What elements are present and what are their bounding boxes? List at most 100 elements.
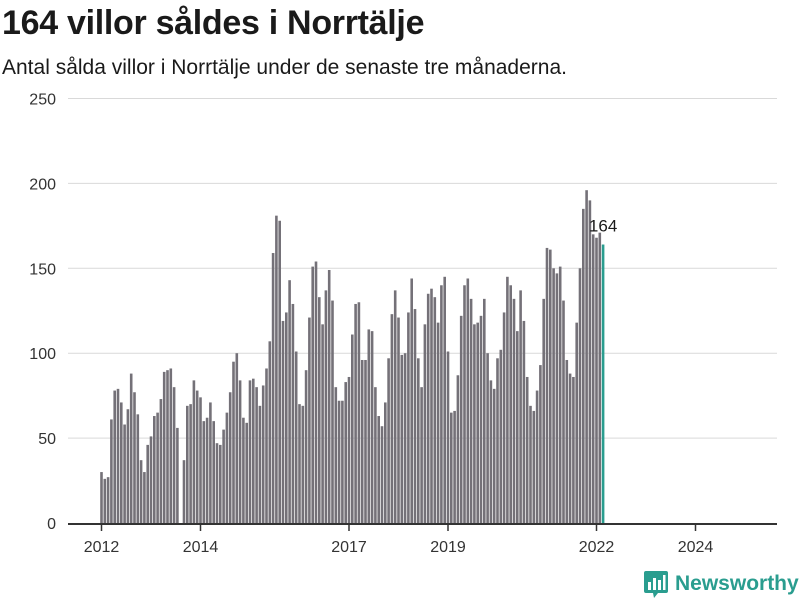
- bar: [245, 422, 248, 523]
- x-axis-ticks: 2012 2014 2017 2019 2022 2024: [84, 524, 713, 556]
- bar: [169, 368, 173, 523]
- bar: [479, 315, 483, 523]
- bar: [370, 331, 374, 523]
- bar: [222, 429, 225, 523]
- x-tick-label: 2017: [331, 539, 367, 556]
- brand-name: Newsworthy: [675, 572, 799, 595]
- x-tick-label: 2014: [183, 539, 219, 556]
- bar: [271, 253, 275, 523]
- bar: [446, 351, 450, 523]
- bar: [182, 460, 186, 523]
- bar-latest: [601, 244, 605, 523]
- bar: [268, 341, 272, 523]
- bar: [562, 300, 565, 523]
- bar: [123, 424, 126, 523]
- bar: [565, 359, 569, 523]
- bar: [202, 421, 206, 523]
- bar: [149, 436, 153, 523]
- newsworthy-brand[interactable]: Newsworthy: [643, 568, 799, 600]
- bar: [499, 349, 503, 523]
- y-tick-label: 50: [38, 431, 56, 448]
- bar: [400, 354, 404, 523]
- y-tick-label: 0: [47, 516, 56, 533]
- bar: [417, 358, 420, 523]
- bar: [545, 247, 549, 524]
- latest-value-label: 164: [589, 217, 617, 236]
- bar: [598, 232, 602, 523]
- bar: [103, 478, 107, 523]
- bar: [189, 404, 192, 523]
- bar: [129, 373, 133, 523]
- bar: [143, 472, 146, 523]
- bar: [453, 410, 456, 523]
- bar: [258, 405, 262, 523]
- bar: [489, 380, 493, 523]
- bar: [100, 472, 103, 523]
- bar: [238, 380, 242, 523]
- bar: [486, 353, 489, 523]
- bar: [314, 261, 318, 523]
- bar: [555, 273, 559, 523]
- bar: [199, 397, 202, 523]
- bar: [595, 237, 598, 524]
- bar: [436, 322, 440, 523]
- bar: [440, 285, 443, 523]
- bar: [367, 329, 371, 523]
- bar: [136, 414, 140, 523]
- bar: [172, 387, 176, 523]
- bar: [347, 376, 351, 523]
- bar: [133, 392, 136, 523]
- bar: [153, 416, 156, 523]
- bar: [459, 315, 463, 523]
- bar: [212, 421, 215, 523]
- bar: [575, 322, 578, 523]
- bar: [374, 387, 377, 523]
- bar: [420, 387, 423, 523]
- bar: [377, 416, 380, 523]
- bar: [568, 373, 572, 523]
- bar: [483, 298, 486, 523]
- bar: [502, 312, 506, 523]
- bar: [255, 387, 258, 523]
- bar: [334, 387, 338, 523]
- bar: [450, 412, 453, 523]
- bar: [509, 285, 512, 523]
- y-tick-label: 150: [29, 261, 56, 278]
- bar: [215, 443, 219, 523]
- bar: [341, 400, 344, 523]
- bar: [582, 208, 585, 523]
- bar: [156, 412, 159, 523]
- bar: [397, 317, 400, 523]
- bar: [318, 297, 321, 523]
- bar: [572, 376, 575, 523]
- bar: [311, 266, 314, 523]
- bar: [357, 302, 361, 523]
- bar: [146, 444, 149, 523]
- bar: [380, 426, 384, 523]
- bar: [384, 402, 387, 523]
- bar: [549, 249, 552, 523]
- bar: [288, 280, 291, 523]
- x-tick-label: 2012: [84, 539, 120, 556]
- y-tick-label: 250: [29, 92, 56, 109]
- bar: [410, 278, 413, 523]
- bar: [588, 200, 592, 523]
- chart-subtitle: Antal sålda villor i Norrtälje under de …: [2, 56, 567, 79]
- x-tick-label: 2022: [579, 539, 615, 556]
- bar: [321, 324, 324, 523]
- bar: [294, 351, 298, 523]
- bar: [433, 297, 437, 523]
- bar: [195, 390, 199, 523]
- bar: [344, 382, 347, 523]
- bar: [232, 361, 235, 523]
- bars: [100, 190, 605, 524]
- bar: [304, 370, 308, 523]
- bar: [337, 400, 341, 523]
- bar: [324, 290, 328, 523]
- bar: [354, 303, 357, 523]
- bar: [228, 392, 232, 523]
- bar: [298, 404, 301, 523]
- y-tick-label: 100: [29, 346, 56, 363]
- bar: [159, 399, 163, 523]
- bar: [186, 405, 189, 523]
